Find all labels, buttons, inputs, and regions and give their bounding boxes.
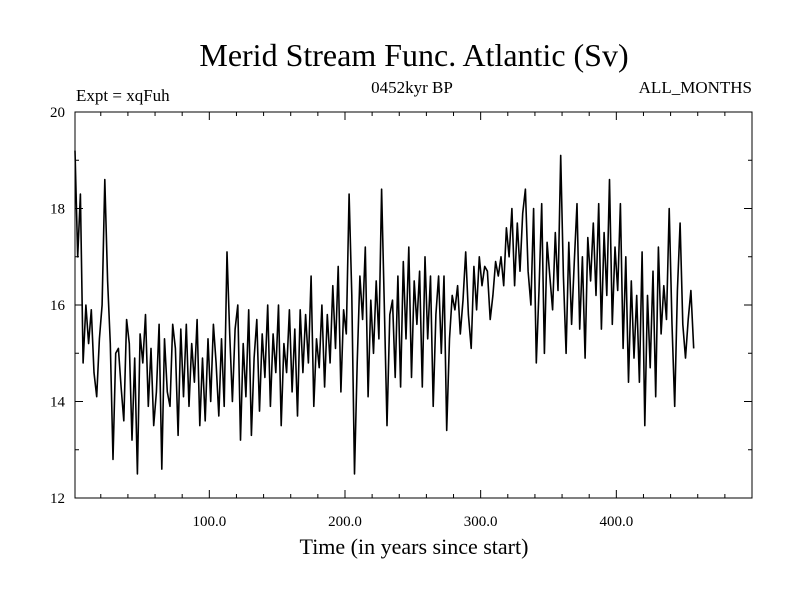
experiment-label: Expt = xqFuh [76,86,170,105]
y-tick-label: 16 [50,298,66,314]
x-tick-label: 200.0 [328,514,362,530]
x-axis-label: Time (in years since start) [300,534,529,559]
y-tick-label: 20 [50,105,65,121]
series-line [74,150,695,475]
y-tick-label: 18 [50,202,65,218]
x-tick-label: 100.0 [192,514,226,530]
chart-title: Merid Stream Func. Atlantic (Sv) [199,37,628,73]
x-tick-label: 300.0 [464,514,498,530]
y-tick-label: 14 [50,395,66,411]
y-tick-label: 12 [50,491,65,507]
period-label: 0452kyr BP [371,78,453,97]
x-axis: 100.0 200.0 300.0 400.0 [100,112,726,530]
months-label: ALL_MONTHS [639,78,752,97]
series-group [74,150,695,475]
x-tick-label: 400.0 [599,514,633,530]
y-axis: 12 14 16 18 20 [50,105,752,507]
